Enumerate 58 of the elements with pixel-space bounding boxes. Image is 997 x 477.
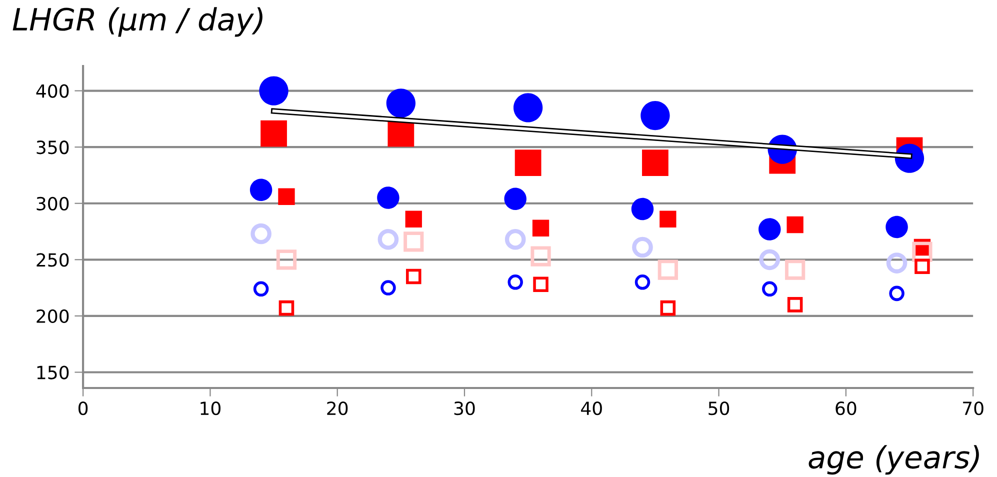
point (253, 281, 269, 297)
point (504, 188, 526, 210)
point (405, 210, 422, 228)
point (759, 249, 780, 270)
point (380, 280, 396, 296)
point (889, 286, 904, 302)
point (514, 150, 542, 176)
point (250, 178, 272, 201)
point (377, 186, 400, 209)
point (276, 250, 297, 270)
point (785, 260, 806, 280)
y-tick-label: 150 (37, 366, 69, 380)
y-tick-label: 300 (36, 196, 69, 210)
point (388, 120, 414, 147)
point (640, 100, 670, 130)
x-axis-title: age (years) (808, 445, 979, 475)
point (914, 258, 930, 274)
point (658, 260, 678, 280)
point (632, 236, 653, 258)
y-axis-title: LHGR (µm / day) (12, 7, 262, 37)
point (250, 223, 272, 244)
x-tick-label: 30 (454, 402, 475, 416)
x-tick-label: 70 (963, 402, 984, 416)
point (530, 246, 551, 266)
x-tick-label: 50 (708, 402, 730, 416)
point (513, 93, 543, 122)
point (404, 232, 424, 252)
point (634, 274, 650, 290)
point (762, 281, 778, 297)
y-tick-label: 350 (36, 140, 69, 154)
x-tick-label: 0 (78, 402, 88, 416)
point (259, 76, 288, 106)
point (260, 120, 287, 147)
point (508, 274, 523, 290)
point (886, 216, 908, 238)
x-tick-label: 10 (200, 402, 220, 416)
y-tick-label: 200 (36, 309, 69, 324)
x-tick-label: 20 (327, 402, 348, 416)
point (386, 88, 416, 118)
x-tick-label: 40 (581, 402, 602, 416)
y-tick-label: 400 (36, 84, 69, 98)
point (758, 218, 781, 240)
point (406, 268, 422, 284)
point (533, 276, 548, 292)
point (631, 198, 654, 220)
x-tick-label: 60 (836, 402, 856, 416)
y-tick-label: 250 (36, 253, 69, 267)
point (378, 228, 399, 250)
point (642, 150, 668, 176)
point (278, 300, 294, 316)
point (278, 188, 295, 205)
point (532, 220, 550, 236)
point (504, 228, 526, 250)
point (786, 216, 804, 234)
point (787, 297, 803, 312)
point (660, 210, 676, 228)
point (886, 252, 908, 274)
point (660, 300, 676, 316)
